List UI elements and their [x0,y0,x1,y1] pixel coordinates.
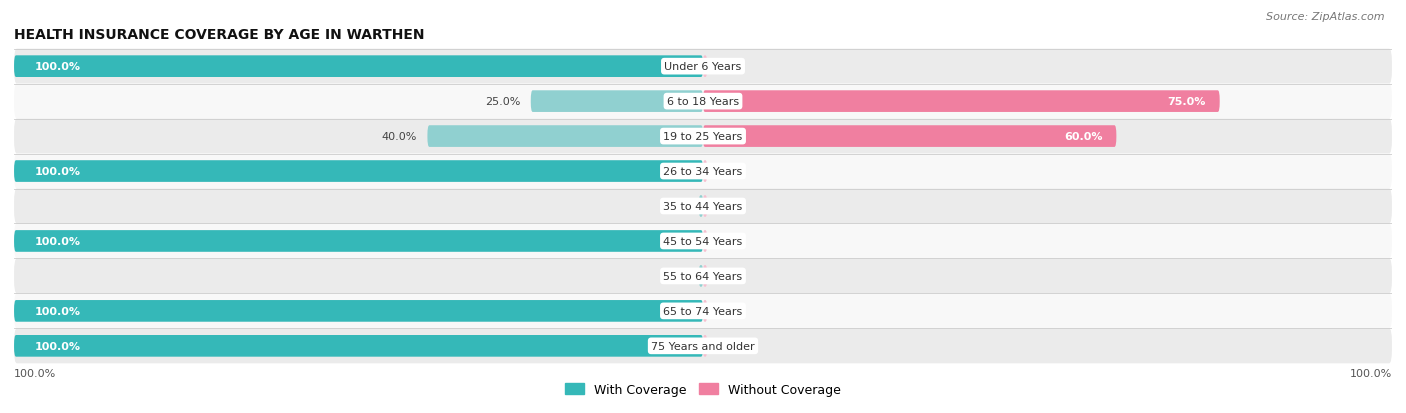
Text: 0.0%: 0.0% [713,62,741,72]
Text: 100.0%: 100.0% [14,368,56,377]
Text: 60.0%: 60.0% [1064,132,1102,142]
Text: 35 to 44 Years: 35 to 44 Years [664,202,742,211]
FancyBboxPatch shape [703,196,707,217]
Text: 45 to 54 Years: 45 to 54 Years [664,236,742,247]
FancyBboxPatch shape [427,126,703,147]
FancyBboxPatch shape [699,266,703,287]
Text: 55 to 64 Years: 55 to 64 Years [664,271,742,281]
FancyBboxPatch shape [14,50,1392,84]
Text: 6 to 18 Years: 6 to 18 Years [666,97,740,107]
FancyBboxPatch shape [531,91,703,113]
Text: 0.0%: 0.0% [713,306,741,316]
Text: 100.0%: 100.0% [35,62,80,72]
FancyBboxPatch shape [703,56,707,78]
Text: HEALTH INSURANCE COVERAGE BY AGE IN WARTHEN: HEALTH INSURANCE COVERAGE BY AGE IN WART… [14,28,425,41]
FancyBboxPatch shape [703,230,707,252]
Text: 26 to 34 Years: 26 to 34 Years [664,166,742,177]
FancyBboxPatch shape [703,335,707,357]
Text: 100.0%: 100.0% [35,236,80,247]
FancyBboxPatch shape [703,266,707,287]
FancyBboxPatch shape [14,189,1392,224]
FancyBboxPatch shape [14,294,1392,329]
Text: 0.0%: 0.0% [713,202,741,211]
FancyBboxPatch shape [14,329,1392,363]
FancyBboxPatch shape [14,224,1392,259]
FancyBboxPatch shape [14,259,1392,294]
Text: 0.0%: 0.0% [665,271,693,281]
FancyBboxPatch shape [14,335,703,357]
FancyBboxPatch shape [703,126,1116,147]
Text: 100.0%: 100.0% [1350,368,1392,377]
Text: 75 Years and older: 75 Years and older [651,341,755,351]
FancyBboxPatch shape [703,91,1219,113]
Text: 0.0%: 0.0% [713,341,741,351]
FancyBboxPatch shape [14,300,703,322]
Text: 0.0%: 0.0% [713,166,741,177]
Text: 40.0%: 40.0% [381,132,418,142]
Legend: With Coverage, Without Coverage: With Coverage, Without Coverage [561,378,845,401]
Text: 25.0%: 25.0% [485,97,520,107]
Text: 100.0%: 100.0% [35,341,80,351]
FancyBboxPatch shape [14,230,703,252]
Text: 19 to 25 Years: 19 to 25 Years [664,132,742,142]
FancyBboxPatch shape [703,161,707,183]
FancyBboxPatch shape [14,154,1392,189]
FancyBboxPatch shape [699,196,703,217]
FancyBboxPatch shape [14,56,703,78]
FancyBboxPatch shape [14,161,703,183]
Text: 0.0%: 0.0% [713,236,741,247]
Text: 75.0%: 75.0% [1167,97,1206,107]
Text: 0.0%: 0.0% [665,202,693,211]
Text: Under 6 Years: Under 6 Years [665,62,741,72]
Text: Source: ZipAtlas.com: Source: ZipAtlas.com [1267,12,1385,22]
Text: 100.0%: 100.0% [35,166,80,177]
FancyBboxPatch shape [14,119,1392,154]
Text: 0.0%: 0.0% [713,271,741,281]
Text: 100.0%: 100.0% [35,306,80,316]
FancyBboxPatch shape [14,84,1392,119]
Text: 65 to 74 Years: 65 to 74 Years [664,306,742,316]
FancyBboxPatch shape [703,300,707,322]
